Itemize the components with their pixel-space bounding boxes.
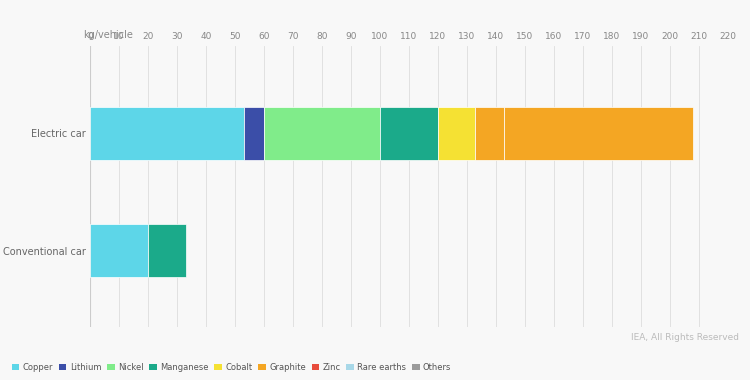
Bar xyxy=(264,107,380,160)
Bar xyxy=(380,107,438,160)
Text: kg/vehicle: kg/vehicle xyxy=(84,30,134,40)
Bar xyxy=(244,107,264,160)
Bar xyxy=(90,224,148,277)
Bar xyxy=(438,107,476,160)
Bar xyxy=(476,107,504,160)
Bar xyxy=(504,107,693,160)
Legend: Copper, Lithium, Nickel, Manganese, Cobalt, Graphite, Zinc, Rare earths, Others: Copper, Lithium, Nickel, Manganese, Coba… xyxy=(12,363,452,372)
Bar xyxy=(148,224,185,277)
Text: IEA, All Rights Reserved: IEA, All Rights Reserved xyxy=(631,333,739,342)
Bar xyxy=(90,107,244,160)
